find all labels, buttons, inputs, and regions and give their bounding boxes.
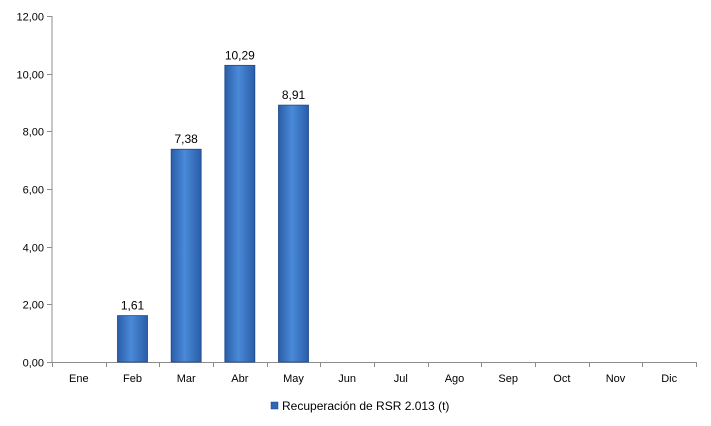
x-tick-label: Mar <box>177 373 196 385</box>
bar-series <box>117 64 309 363</box>
data-labels: 1,61 7,38 10,29 8,91 <box>121 48 306 312</box>
bar <box>170 148 202 363</box>
y-tick-label: 4,00 <box>23 243 44 255</box>
bar <box>224 64 256 363</box>
y-tick-label: 8,00 <box>23 127 44 139</box>
bar <box>117 315 148 363</box>
x-tick-label: Jun <box>338 373 356 385</box>
y-axis: 0,00 2,00 4,00 6,00 8,00 10,00 12,00 <box>16 12 53 370</box>
bar <box>278 104 309 363</box>
x-tick-label: Oct <box>553 373 570 385</box>
x-tick-label: Nov <box>606 373 626 385</box>
x-tick-label: Feb <box>123 373 142 385</box>
y-tick-label: 10,00 <box>16 70 44 82</box>
x-tick-label: Dic <box>661 373 677 385</box>
x-axis: Ene Feb Mar Abr May Jun Jul Ago Sep Oct Nov Dic <box>52 362 697 385</box>
data-label: 10,29 <box>225 48 255 62</box>
legend: Recuperación de RSR 2.013 (t) <box>270 399 449 413</box>
x-tick-label: Abr <box>231 373 248 385</box>
y-tick-label: 6,00 <box>23 185 44 197</box>
x-tick-label: Ene <box>69 373 89 385</box>
y-tick-label: 2,00 <box>23 300 44 312</box>
y-tick-label: 0,00 <box>23 358 44 370</box>
data-label: 7,38 <box>174 132 198 146</box>
data-label: 8,91 <box>282 88 306 102</box>
legend-label: Recuperación de RSR 2.013 (t) <box>282 399 449 413</box>
x-tick-label: Sep <box>498 373 518 385</box>
data-label: 1,61 <box>121 299 145 313</box>
x-tick-label: Ago <box>445 373 465 385</box>
x-tick-label: May <box>283 373 304 385</box>
legend-swatch <box>270 401 279 410</box>
y-tick-label: 12,00 <box>16 12 44 24</box>
x-tick-label: Jul <box>394 373 408 385</box>
